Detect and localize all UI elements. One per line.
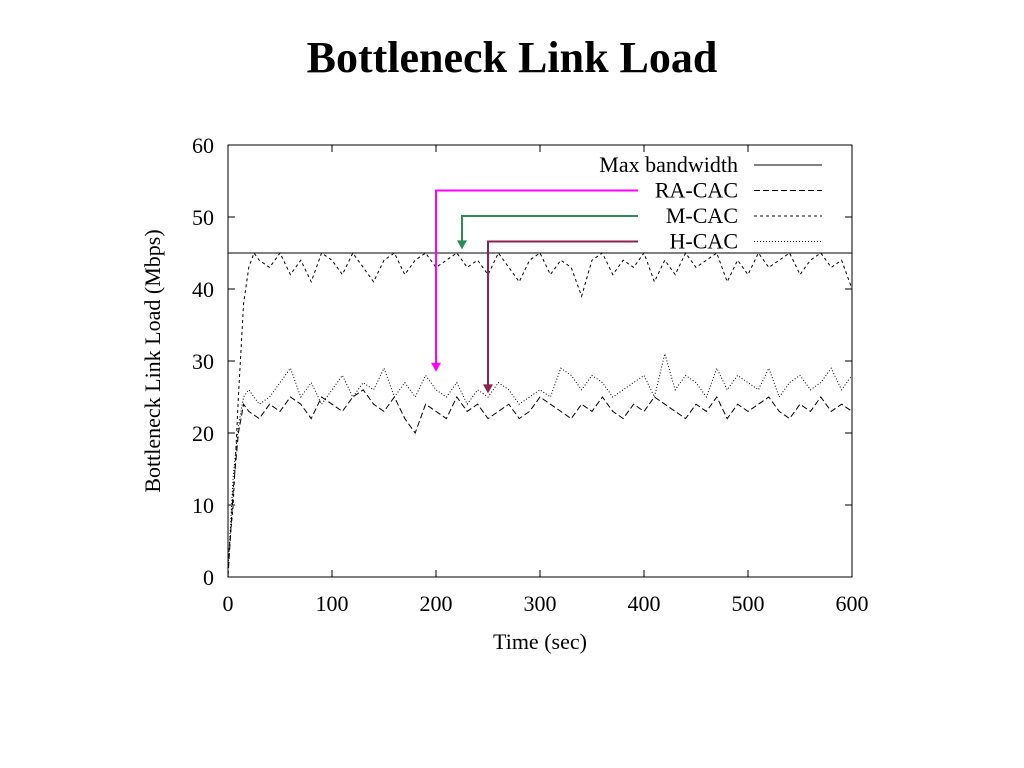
x-axis-label: Time (sec) <box>493 629 587 654</box>
x-tick-label: 600 <box>836 591 869 616</box>
annotation-arrows <box>431 189 638 394</box>
x-tick-label: 0 <box>223 591 234 616</box>
series-line-h-cac <box>227 351 853 570</box>
x-tick-label: 300 <box>524 591 557 616</box>
series-line-ra-cac <box>227 389 853 578</box>
x-tick-label: 100 <box>316 591 349 616</box>
annotation-arrow-ra-cac <box>435 189 638 366</box>
y-tick-label: 0 <box>203 565 214 590</box>
annotation-arrowhead <box>483 384 493 394</box>
axis-ticks <box>227 144 853 578</box>
annotation-arrowhead <box>457 240 467 250</box>
y-tick-label: 20 <box>192 421 214 446</box>
series-line-m-cac <box>227 251 853 563</box>
annotation-arrow-m-cac <box>461 215 638 244</box>
y-axis-label: Bottleneck Link Load (Mbps) <box>140 229 165 492</box>
x-tick-label: 400 <box>628 591 661 616</box>
legend-label: M-CAC <box>666 203 738 228</box>
series-lines <box>227 251 853 578</box>
plot-frame <box>227 144 853 578</box>
legend-label: Max bandwidth <box>599 152 738 177</box>
annotation-arrowhead <box>431 362 441 372</box>
legend-label: RA-CAC <box>655 178 738 203</box>
axis-tick-labels: 0 100 200 300 400 500 600 0 10 20 30 40 50 60 <box>192 133 869 616</box>
y-tick-label: 40 <box>192 277 214 302</box>
y-tick-label: 30 <box>192 349 214 374</box>
y-tick-label: 50 <box>192 205 214 230</box>
y-tick-label: 10 <box>192 493 214 518</box>
x-tick-label: 500 <box>732 591 765 616</box>
legend-label: H-CAC <box>670 229 738 254</box>
x-tick-label: 200 <box>420 591 453 616</box>
annotation-arrow-h-cac <box>487 240 638 388</box>
y-tick-label: 60 <box>192 133 214 158</box>
slide-title: Bottleneck Link Load <box>306 33 718 82</box>
